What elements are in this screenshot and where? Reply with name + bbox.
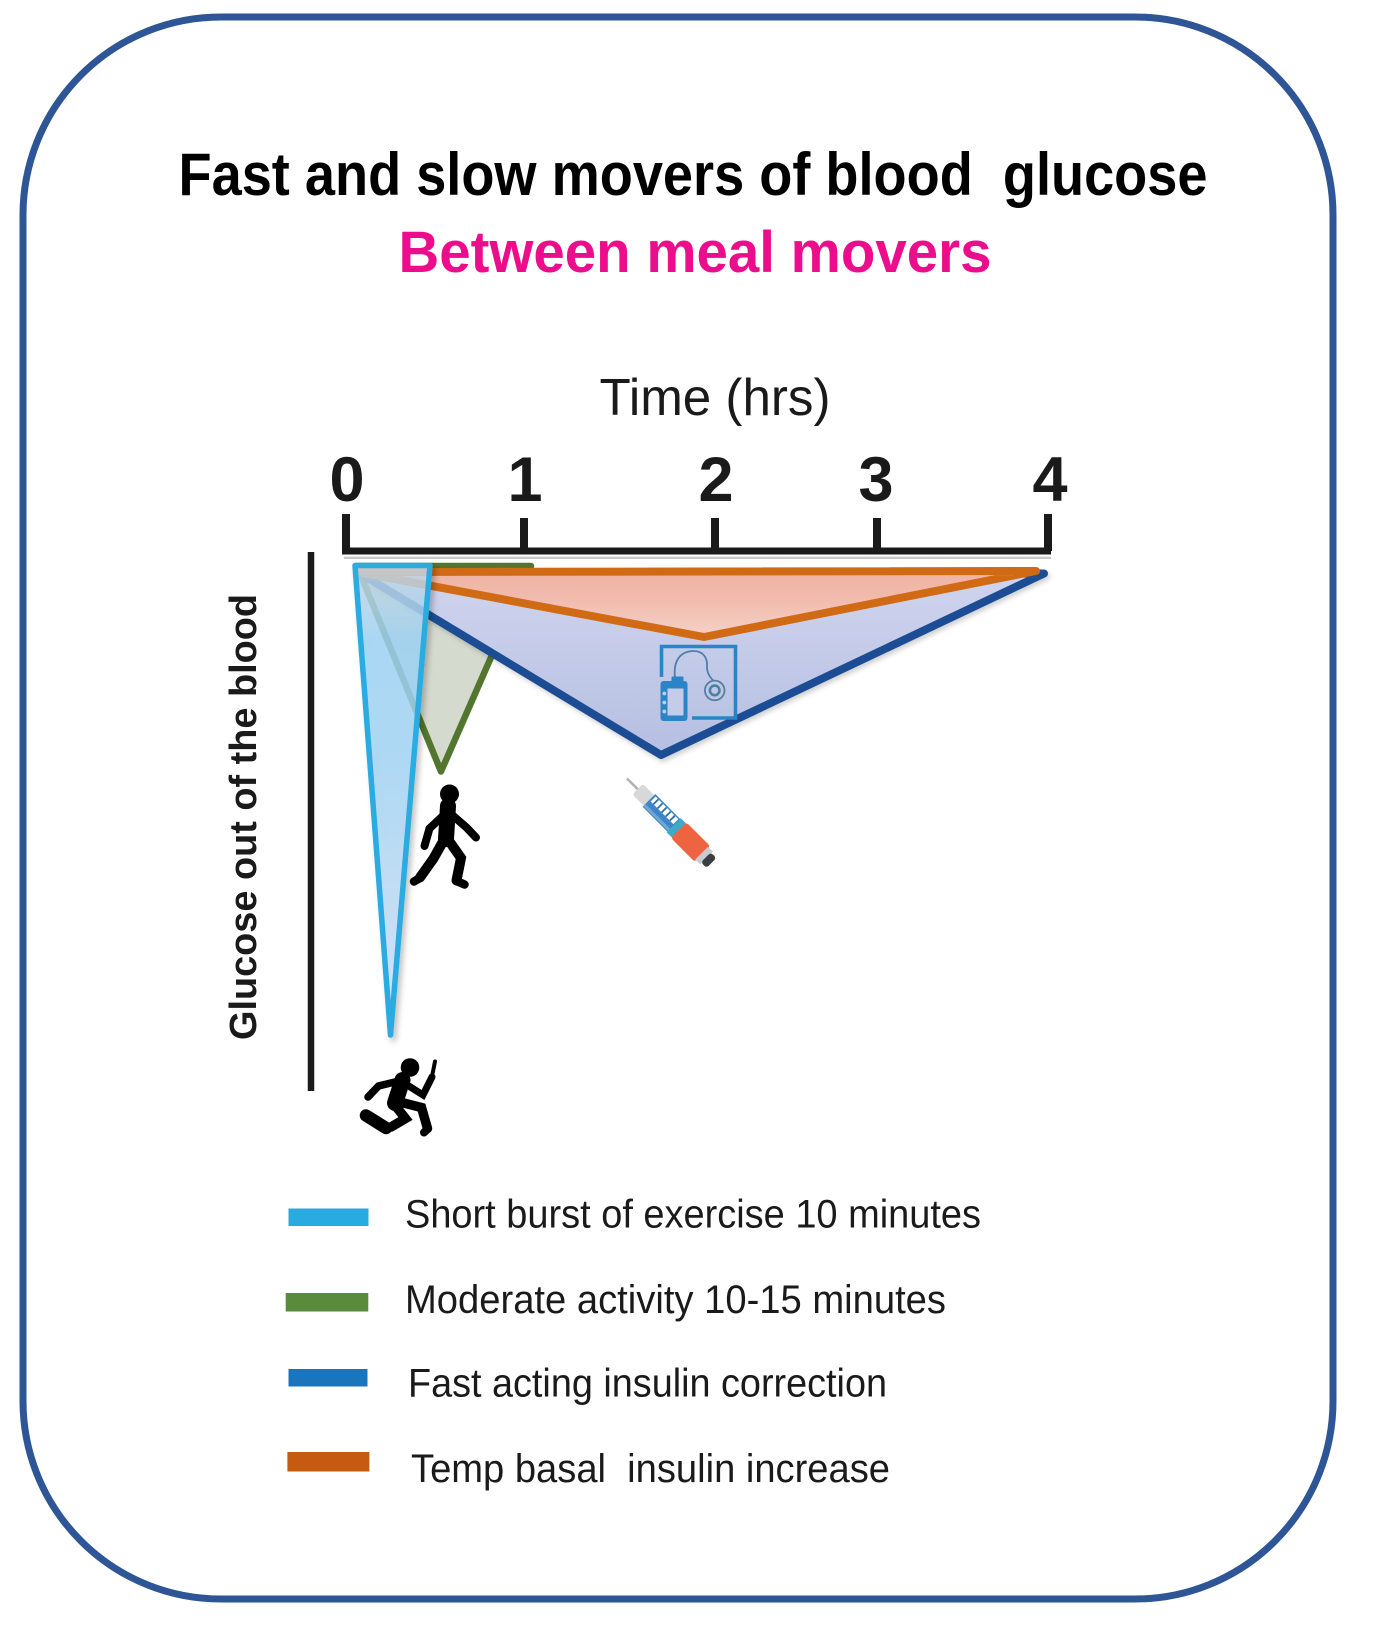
svg-text:4: 4 — [1032, 445, 1067, 515]
svg-text:0: 0 — [329, 445, 364, 515]
svg-text:3: 3 — [858, 445, 893, 515]
svg-text:Temp basal insulin increase: Temp basal insulin increase — [411, 1447, 890, 1491]
svg-text:Glucose out of the blood: Glucose out of the blood — [223, 594, 265, 1040]
svg-text:Short burst of exercise 10 min: Short burst of exercise 10 minutes — [405, 1193, 981, 1237]
svg-text:2: 2 — [698, 445, 733, 515]
svg-text:Moderate activity 10-15 minute: Moderate activity 10-15 minutes — [405, 1278, 946, 1322]
svg-text:Time (hrs): Time (hrs) — [600, 369, 831, 427]
svg-text:1: 1 — [507, 445, 542, 515]
svg-text:Fast acting insulin correction: Fast acting insulin correction — [408, 1362, 887, 1406]
svg-text:Between meal movers: Between meal movers — [399, 220, 992, 285]
svg-text:Fast and slow movers of blood: Fast and slow movers of blood glucose — [179, 141, 1208, 208]
